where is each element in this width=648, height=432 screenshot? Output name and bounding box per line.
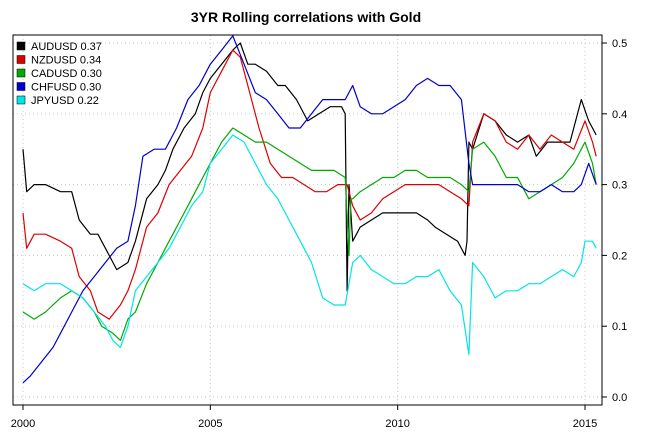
series-line-nzdusd (22, 49, 597, 320)
legend-label: NZDUSD 0.34 (31, 55, 101, 67)
legend-swatch (16, 95, 26, 105)
plot-frame (12, 34, 603, 406)
x-tick-label: 2005 (198, 418, 222, 430)
series-layer (22, 35, 597, 384)
legend-swatch (16, 55, 26, 64)
x-tick-label: 2000 (11, 418, 35, 430)
y-tick-label: 0.4 (612, 109, 627, 121)
y-tick-label: 0.5 (612, 38, 627, 50)
series-line-audusd (22, 42, 597, 292)
legend-swatch (16, 68, 26, 78)
x-tick-label: 2010 (385, 418, 409, 430)
x-axis: 2000 2005 2010 2015 (11, 405, 597, 430)
legend-label: JPYUSD 0.22 (31, 95, 99, 107)
legend-swatch (16, 41, 26, 51)
y-tick-label: 0.3 (612, 180, 627, 192)
series-line-jpyusd (22, 134, 597, 356)
legend-swatch (16, 82, 26, 91)
chart-title: 3YR Rolling correlations with Gold (191, 9, 421, 25)
legend-label: CADUSD 0.30 (31, 68, 102, 80)
legend-label: CHFUSD 0.30 (31, 82, 101, 94)
grid (13, 35, 602, 405)
y-tick-label: 0.1 (612, 321, 627, 333)
y-axis: 0.0 0.1 0.2 0.3 0.4 0.5 (602, 38, 627, 404)
series-line-chfusd (22, 35, 597, 384)
x-tick-label: 2015 (573, 418, 597, 430)
y-tick-label: 0.0 (612, 392, 627, 404)
legend-label: AUDUSD 0.37 (31, 41, 102, 53)
series-line-cadusd (22, 127, 597, 341)
y-tick-label: 0.2 (612, 250, 627, 262)
